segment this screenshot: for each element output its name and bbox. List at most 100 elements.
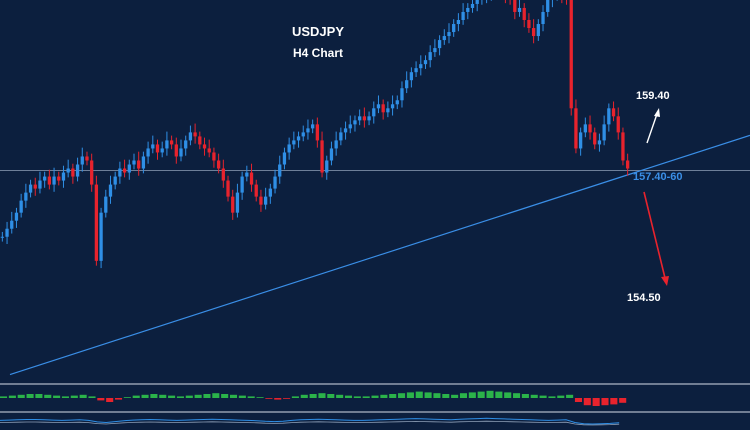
candle-body (202, 144, 207, 149)
target-up-label: 159.40 (636, 90, 670, 102)
candle-body (611, 108, 616, 117)
candle-body (85, 156, 89, 161)
candle-body (235, 192, 240, 213)
candle-body (329, 148, 334, 161)
candle-body (583, 124, 587, 133)
candle-body (301, 132, 305, 137)
candle-body (193, 132, 197, 137)
candle-body (146, 148, 150, 157)
candle-body (75, 164, 80, 177)
candle-body (94, 184, 99, 261)
oscillator-bar (238, 395, 246, 398)
oscillator-bar (477, 391, 485, 398)
support-label: 157.40-60 (633, 171, 683, 183)
oscillator-bar (17, 394, 25, 398)
candle-body (278, 164, 282, 177)
candle-body (90, 160, 94, 185)
candle-body (5, 228, 9, 237)
oscillator-bar (530, 394, 538, 398)
candle-body (353, 120, 357, 125)
candle-body (419, 64, 423, 69)
oscillator-bar (194, 394, 202, 398)
candle-body (155, 144, 160, 153)
oscillator-bar (300, 394, 308, 398)
candle-body (390, 104, 395, 109)
oscillator-bar (548, 396, 556, 398)
candle-body (433, 48, 437, 53)
candle-body (517, 7, 522, 12)
candle-body (52, 176, 56, 185)
candle-body (597, 140, 602, 145)
candle-body (240, 176, 244, 193)
candle-body (452, 24, 456, 33)
oscillator-bar (123, 397, 131, 398)
candle-body (522, 7, 526, 20)
oscillator-bar (35, 394, 43, 398)
candles-group (0, 0, 630, 269)
oscillator-bar (265, 398, 273, 399)
candle-body (376, 104, 381, 109)
candle-body (621, 132, 625, 161)
oscillator-bar (486, 390, 494, 398)
oscillator-bar (229, 394, 238, 398)
candle-body (358, 116, 362, 121)
candle-body (57, 176, 61, 181)
candle-body (61, 172, 66, 181)
oscillator-bar (318, 393, 326, 398)
oscillator-bar (513, 393, 521, 398)
oscillator-bar (0, 396, 8, 398)
oscillator-bar (362, 396, 370, 398)
oscillator-bar (79, 394, 87, 398)
oscillator-bar (521, 394, 529, 398)
oscillator-bar (406, 392, 414, 398)
oscillator-bar (88, 396, 96, 398)
oscillator-line (0, 417, 620, 425)
candle-body (461, 11, 465, 20)
candle-body (47, 176, 52, 185)
candle-body (66, 168, 70, 173)
down-arrow (643, 191, 669, 286)
candle-body (249, 172, 254, 185)
candle-body (259, 196, 263, 205)
oscillator-bar (212, 393, 220, 398)
oscillator-bar (495, 391, 503, 398)
candle-body (33, 184, 37, 189)
candle-body (19, 200, 23, 213)
oscillator-bar (442, 394, 450, 398)
oscillator-bar (8, 395, 16, 398)
target-down-label: 154.50 (627, 292, 661, 304)
oscillator-bar (274, 398, 282, 400)
oscillator-bar (327, 394, 335, 398)
chart-subtitle: H4 Chart (293, 46, 343, 60)
oscillator2-panel (0, 417, 620, 426)
candle-body (43, 176, 47, 181)
candle-body (137, 160, 141, 169)
candle-body (362, 116, 367, 121)
candle-body (626, 160, 630, 169)
candle-body (104, 196, 108, 213)
candle-body (38, 180, 42, 189)
oscillator-bar (557, 395, 565, 398)
oscillator-bar (247, 396, 255, 398)
candle-body (141, 156, 146, 169)
oscillator-bar (619, 398, 627, 403)
candle-body (306, 128, 310, 133)
oscillator-bar (185, 395, 193, 398)
candle-body (71, 168, 75, 177)
candle-body (127, 164, 131, 173)
oscillator-bar (380, 394, 388, 398)
candle-body (216, 160, 221, 169)
trendline (9, 134, 750, 376)
candle-body (456, 20, 461, 25)
candle-body (395, 100, 399, 105)
candle-body (381, 104, 385, 113)
candle-body (207, 148, 211, 153)
oscillator-bar (283, 398, 291, 399)
candle-body (546, 0, 550, 12)
oscillator-bar (398, 393, 406, 398)
candle-body (160, 148, 164, 153)
oscillator-bar (371, 395, 379, 398)
oscillator-bar (592, 398, 600, 406)
candle-body (184, 140, 188, 149)
candle-body (113, 176, 117, 185)
